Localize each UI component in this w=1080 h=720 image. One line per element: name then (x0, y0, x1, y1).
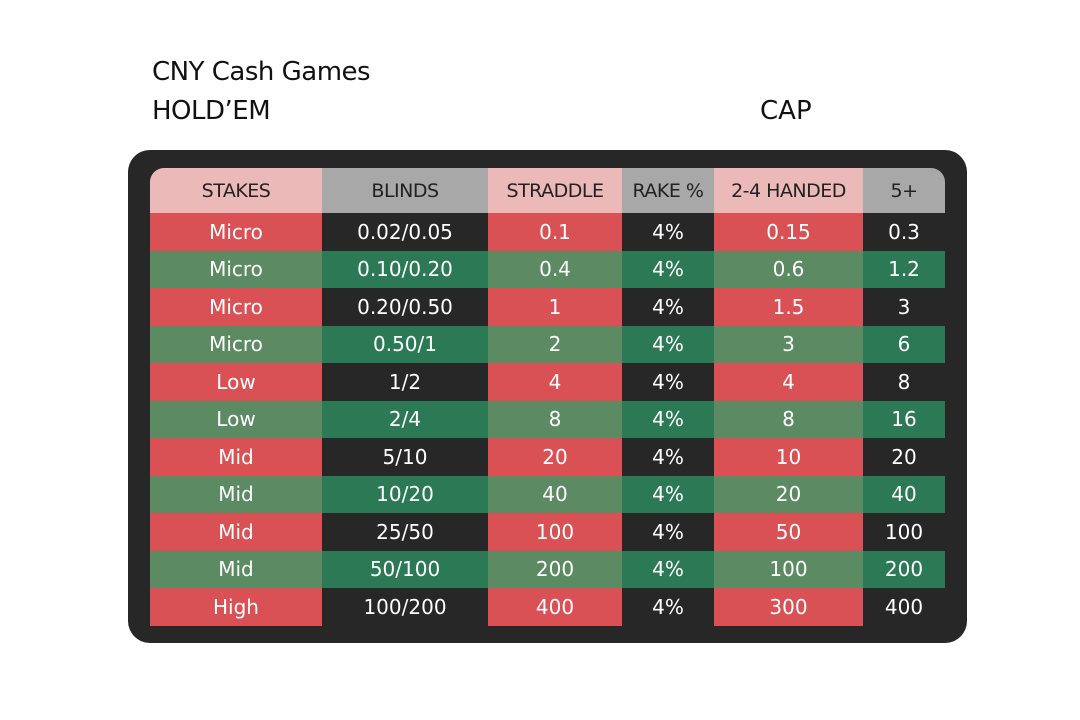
table-row: Mid 10/20 40 4% 20 40 (150, 475, 945, 513)
cell-blinds: 2/4 (322, 400, 488, 438)
cell-2-4-handed: 1.5 (714, 288, 863, 326)
header-5-plus: 5+ (863, 168, 945, 213)
cell-2-4-handed: 0.6 (714, 250, 863, 288)
cell-blinds: 25/50 (322, 513, 488, 551)
cell-5-plus: 0.3 (863, 213, 945, 251)
cell-2-4-handed: 100 (714, 550, 863, 588)
cell-stakes: Low (150, 363, 322, 401)
table-row: Micro 0.50/1 2 4% 3 6 (150, 325, 945, 363)
table-row: Low 1/2 4 4% 4 8 (150, 363, 945, 401)
cell-stakes: Mid (150, 550, 322, 588)
cell-rake: 4% (622, 550, 714, 588)
cell-stakes: High (150, 588, 322, 626)
header-stakes: STAKES (150, 168, 322, 213)
cell-straddle: 40 (488, 475, 622, 513)
cell-stakes: Micro (150, 325, 322, 363)
cell-5-plus: 400 (863, 588, 945, 626)
cell-straddle: 400 (488, 588, 622, 626)
cell-straddle: 20 (488, 438, 622, 476)
cell-straddle: 8 (488, 400, 622, 438)
cell-blinds: 100/200 (322, 588, 488, 626)
cell-straddle: 1 (488, 288, 622, 326)
table-row: Mid 5/10 20 4% 10 20 (150, 438, 945, 476)
cap-label: CAP (760, 96, 812, 126)
table-row: Micro 0.20/0.50 1 4% 1.5 3 (150, 288, 945, 326)
header-straddle: STRADDLE (488, 168, 622, 213)
cell-blinds: 0.02/0.05 (322, 213, 488, 251)
cell-stakes: Micro (150, 288, 322, 326)
table-row: Mid 25/50 100 4% 50 100 (150, 513, 945, 551)
cell-rake: 4% (622, 400, 714, 438)
table-row: Micro 0.02/0.05 0.1 4% 0.15 0.3 (150, 213, 945, 251)
cell-2-4-handed: 8 (714, 400, 863, 438)
cell-straddle: 200 (488, 550, 622, 588)
cell-5-plus: 20 (863, 438, 945, 476)
cell-straddle: 0.1 (488, 213, 622, 251)
cell-straddle: 2 (488, 325, 622, 363)
cell-straddle: 100 (488, 513, 622, 551)
cell-rake: 4% (622, 213, 714, 251)
cell-2-4-handed: 20 (714, 475, 863, 513)
cell-rake: 4% (622, 588, 714, 626)
cell-rake: 4% (622, 325, 714, 363)
cell-blinds: 0.50/1 (322, 325, 488, 363)
cell-5-plus: 6 (863, 325, 945, 363)
cell-blinds: 10/20 (322, 475, 488, 513)
cell-rake: 4% (622, 363, 714, 401)
table-row: Micro 0.10/0.20 0.4 4% 0.6 1.2 (150, 250, 945, 288)
cell-straddle: 0.4 (488, 250, 622, 288)
cell-rake: 4% (622, 288, 714, 326)
cell-blinds: 0.20/0.50 (322, 288, 488, 326)
cell-5-plus: 100 (863, 513, 945, 551)
table-row: Low 2/4 8 4% 8 16 (150, 400, 945, 438)
table-row: High 100/200 400 4% 300 400 (150, 588, 945, 626)
cell-straddle: 4 (488, 363, 622, 401)
cell-blinds: 1/2 (322, 363, 488, 401)
game-type: HOLD’EM (152, 96, 271, 126)
cell-2-4-handed: 10 (714, 438, 863, 476)
cell-rake: 4% (622, 438, 714, 476)
table-row: Mid 50/100 200 4% 100 200 (150, 550, 945, 588)
cell-2-4-handed: 50 (714, 513, 863, 551)
cell-blinds: 0.10/0.20 (322, 250, 488, 288)
cell-5-plus: 16 (863, 400, 945, 438)
cell-2-4-handed: 3 (714, 325, 863, 363)
cell-2-4-handed: 300 (714, 588, 863, 626)
cell-stakes: Mid (150, 475, 322, 513)
cell-2-4-handed: 4 (714, 363, 863, 401)
cell-blinds: 5/10 (322, 438, 488, 476)
cell-rake: 4% (622, 475, 714, 513)
header-blinds: BLINDS (322, 168, 488, 213)
cell-5-plus: 1.2 (863, 250, 945, 288)
cell-stakes: Mid (150, 513, 322, 551)
cell-5-plus: 3 (863, 288, 945, 326)
cell-stakes: Micro (150, 250, 322, 288)
cell-5-plus: 40 (863, 475, 945, 513)
cell-5-plus: 8 (863, 363, 945, 401)
header-rake: RAKE % (622, 168, 714, 213)
cell-rake: 4% (622, 513, 714, 551)
page-title: CNY Cash Games (152, 57, 371, 87)
stakes-table: STAKES BLINDS STRADDLE RAKE % 2-4 HANDED… (150, 168, 945, 626)
cell-stakes: Micro (150, 213, 322, 251)
cell-rake: 4% (622, 250, 714, 288)
header-2-4-handed: 2-4 HANDED (714, 168, 863, 213)
cell-5-plus: 200 (863, 550, 945, 588)
cell-stakes: Low (150, 400, 322, 438)
cell-stakes: Mid (150, 438, 322, 476)
cell-2-4-handed: 0.15 (714, 213, 863, 251)
cell-blinds: 50/100 (322, 550, 488, 588)
header-row: STAKES BLINDS STRADDLE RAKE % 2-4 HANDED… (150, 168, 945, 213)
